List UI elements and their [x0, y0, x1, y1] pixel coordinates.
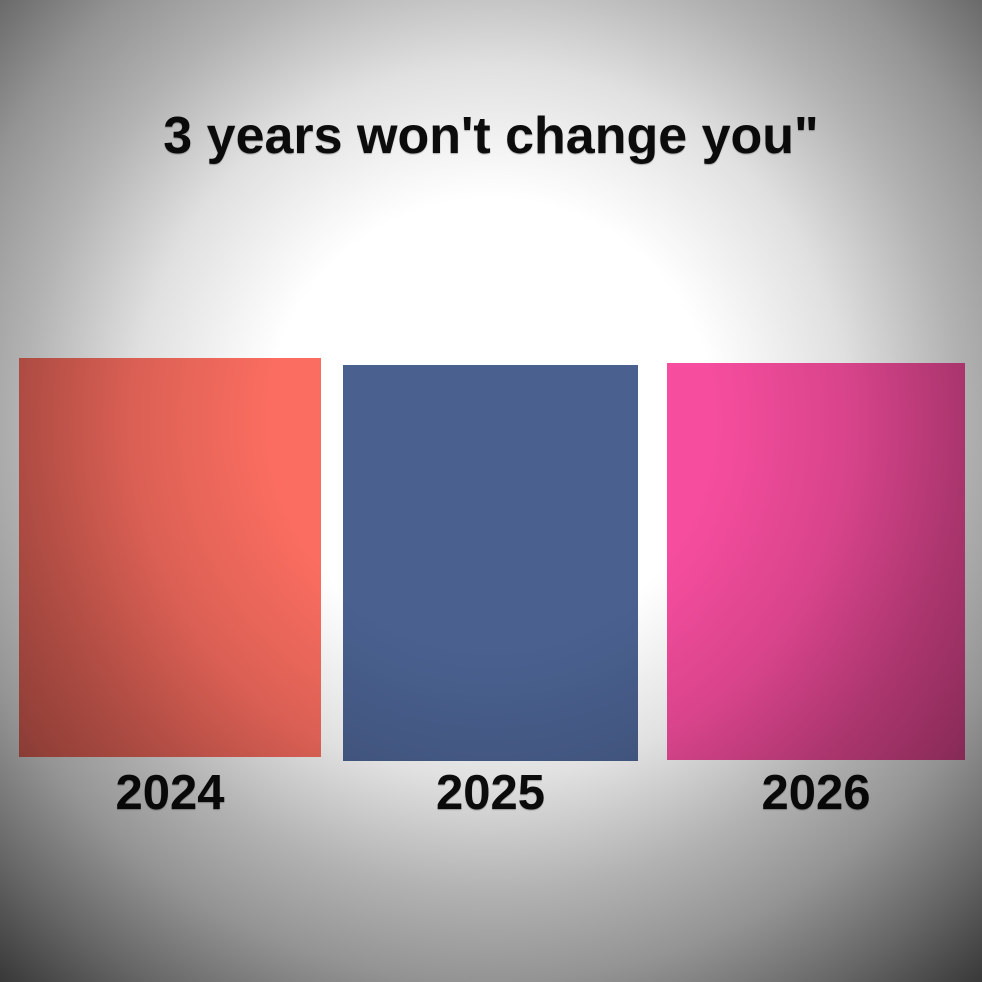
- bar-2025: [343, 365, 638, 761]
- bar-label-2024: 2024: [115, 766, 225, 820]
- bar-2026: [667, 363, 965, 760]
- meme-title: 3 years won't change you": [163, 107, 819, 165]
- bar-label-2026: 2026: [761, 766, 871, 820]
- bar-2024: [19, 358, 321, 757]
- bar-label-2025: 2025: [435, 766, 545, 820]
